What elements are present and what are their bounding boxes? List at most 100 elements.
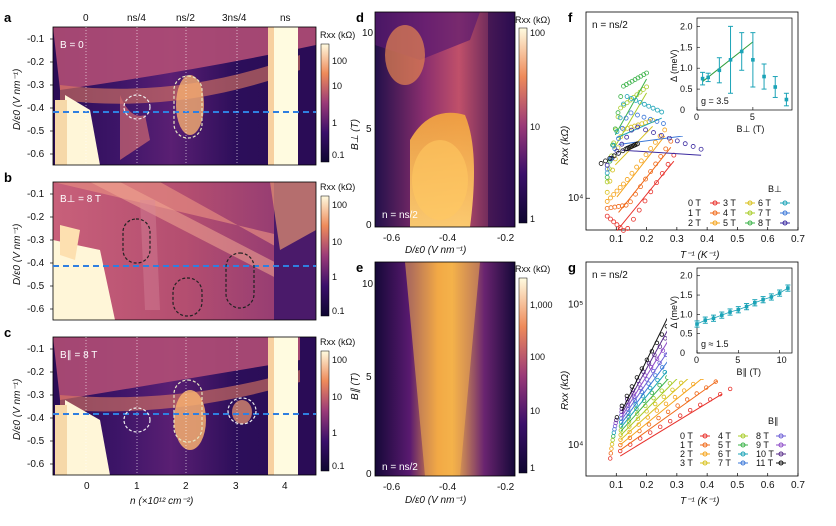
data-point [648, 116, 653, 122]
y-tick: -0.6 [27, 459, 45, 470]
data-point [677, 413, 683, 418]
y-axis-label-e: B∥ (T) [350, 373, 361, 400]
y-tick: -0.1 [27, 344, 45, 355]
top-label: ns [280, 13, 291, 24]
y-tick: 10⁵ [568, 299, 583, 310]
x-tick: 0.7 [791, 234, 805, 245]
data-point [629, 127, 634, 133]
y-axis-label-c: D/ε0 (V nm⁻¹) [12, 379, 23, 440]
x-tick: 2 [183, 481, 189, 492]
data-point [659, 388, 664, 393]
abc-y-ticks: -0.1 -0.2 -0.3 -0.4 -0.5 -0.6 -0.1 -0.2 -0.3 -0.4… [27, 34, 53, 470]
fit-line [618, 146, 672, 213]
plot-f-ticks: 0.1 0.2 0.3 0.4 0.5 0.6 0.7 10⁴ [568, 193, 805, 245]
inset-frame [696, 17, 793, 111]
data-point [629, 96, 634, 101]
y-axis-label-b: D/ε0 (V nm⁻¹) [12, 224, 23, 285]
x-tick: 0.4 [700, 480, 714, 491]
legend-label: 3 T [680, 458, 693, 468]
data-point [638, 158, 644, 164]
data-point [604, 179, 610, 185]
inset-bg [667, 14, 796, 136]
data-point [667, 418, 673, 424]
x-tick: 0.6 [761, 234, 775, 245]
data-point [604, 199, 610, 204]
legend-label: 1 T [680, 440, 693, 450]
data-point [642, 198, 648, 204]
data-point [665, 409, 671, 414]
legend-marker [782, 210, 788, 216]
colorbar-tick: 1,000 [530, 300, 553, 310]
colorbar-tick: 0.1 [332, 150, 345, 160]
data-point [618, 437, 623, 442]
y-tick: -0.4 [27, 103, 45, 114]
colorbar-tick: 100 [332, 56, 347, 66]
map-a-frame [52, 26, 317, 166]
colorbar-tick: 10 [530, 122, 540, 132]
y-tick: -0.2 [27, 367, 45, 378]
panel-label-g: g [568, 260, 576, 275]
map-b-frame [52, 181, 317, 321]
data-point [652, 139, 658, 145]
inset-y-tick: 1.5 [680, 42, 693, 52]
inset-g-label: g ≈ 1.5 [701, 339, 728, 349]
colorbar-c: Rxx (kΩ) 100 10 1 0.1 [320, 337, 355, 472]
inset-bg [667, 264, 796, 379]
colorbar-tick: 10 [332, 81, 342, 91]
colorbar-b: Rxx (kΩ) 100 10 1 0.1 [320, 182, 355, 317]
inset-x-tick: 0 [694, 112, 699, 122]
legend-label: 2 T [688, 218, 701, 228]
panel-g: g n = ns/2 0.1 0.2 0.3 0.4 0.5 0.6 0.7 10⁵ 10⁴ T… [560, 260, 805, 507]
data-point [608, 195, 613, 201]
y-tick: -0.6 [27, 304, 45, 315]
marker-ellipse [123, 94, 151, 120]
y-axis-label-g: Rxx (kΩ) [560, 371, 571, 410]
x-tick: -0.2 [497, 482, 515, 493]
data-point [659, 109, 665, 115]
x-tick: 0.6 [761, 480, 775, 491]
data-point [648, 385, 653, 391]
data-point [614, 129, 620, 135]
legend-marker [712, 220, 718, 226]
legend-label: 11 T [756, 458, 774, 468]
y-axis-label-d: B⊥ (T) [350, 119, 361, 150]
map-a [53, 27, 316, 165]
data-point [614, 417, 619, 423]
x-tick: -0.6 [383, 233, 401, 244]
colorbar-tick: 1 [332, 118, 337, 128]
y-tick: -0.3 [27, 80, 45, 91]
data-point [618, 428, 624, 433]
data-point [618, 94, 624, 99]
data-point [654, 180, 659, 186]
map-c [53, 337, 316, 475]
x-axis-label-d: D/ε0 (V nm⁻¹) [405, 245, 466, 256]
fit-line [613, 92, 648, 150]
data-point [614, 415, 620, 420]
annotation-f: n = ns/2 [592, 20, 628, 31]
y-axis-label-a: D/ε0 (V nm⁻¹) [12, 69, 23, 130]
data-point [640, 87, 646, 92]
map-b [53, 182, 316, 320]
panel-label-b: b [4, 170, 12, 185]
marker-ellipse [225, 252, 255, 309]
y-tick: 5 [366, 372, 372, 383]
data-point [656, 415, 661, 421]
data-point [638, 436, 643, 441]
annotation-d: n = ns/2 [382, 210, 418, 221]
legend-label: 6 T [758, 198, 771, 208]
inset-y-tick: 1.0 [680, 309, 693, 319]
x-tick: 0.7 [791, 480, 805, 491]
legend-label: 5 T [723, 218, 736, 228]
legend-label: 9 T [756, 440, 769, 450]
y-tick: -0.6 [27, 149, 45, 160]
data-point [617, 225, 623, 230]
legend-marker [782, 200, 788, 206]
data-point [629, 170, 635, 176]
data-point [621, 181, 626, 187]
data-point [619, 125, 625, 131]
x-tick: 0.2 [640, 234, 654, 245]
panel-label-e: e [356, 260, 363, 275]
x-tick: -0.4 [439, 482, 457, 493]
data-point [633, 402, 638, 407]
